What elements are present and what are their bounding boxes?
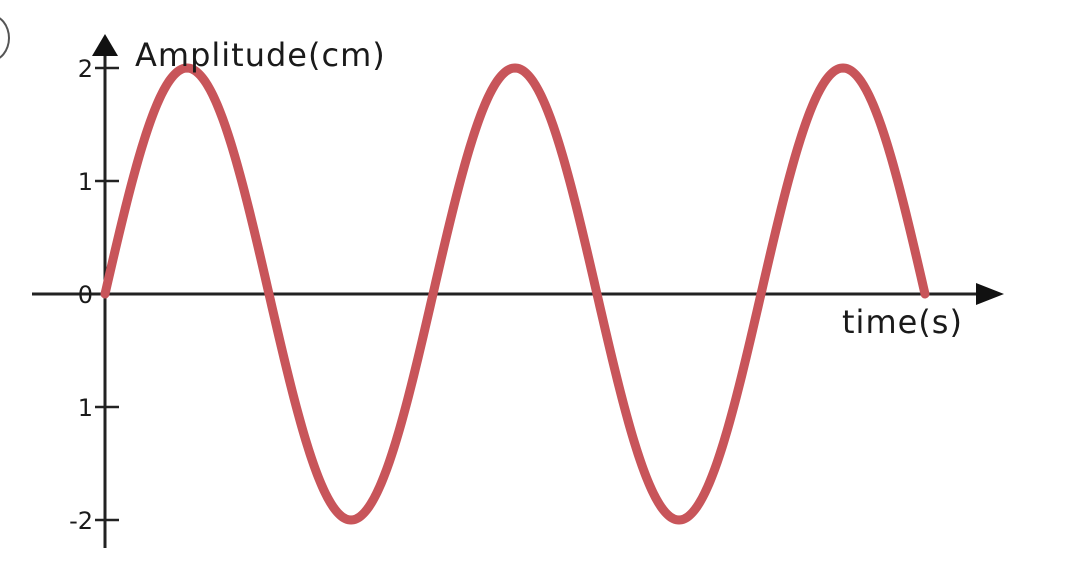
y-ticks: 2 1 0 1 -2 xyxy=(69,55,119,535)
y-axis-label: Amplitude(cm) xyxy=(135,36,386,74)
series-sine-wave-line xyxy=(100,63,930,525)
x-axis-arrow-icon xyxy=(976,283,1004,305)
y-tick-label: 2 xyxy=(78,55,93,83)
y-tick-label: -2 xyxy=(69,507,93,535)
y-tick-label: 1 xyxy=(78,168,93,196)
y-tick-label: 0 xyxy=(78,281,93,309)
y-tick-label: 1 xyxy=(78,394,93,422)
y-axis-arrow-icon xyxy=(92,34,118,56)
axes xyxy=(32,34,1004,548)
x-axis-label: time(s) xyxy=(842,303,963,341)
